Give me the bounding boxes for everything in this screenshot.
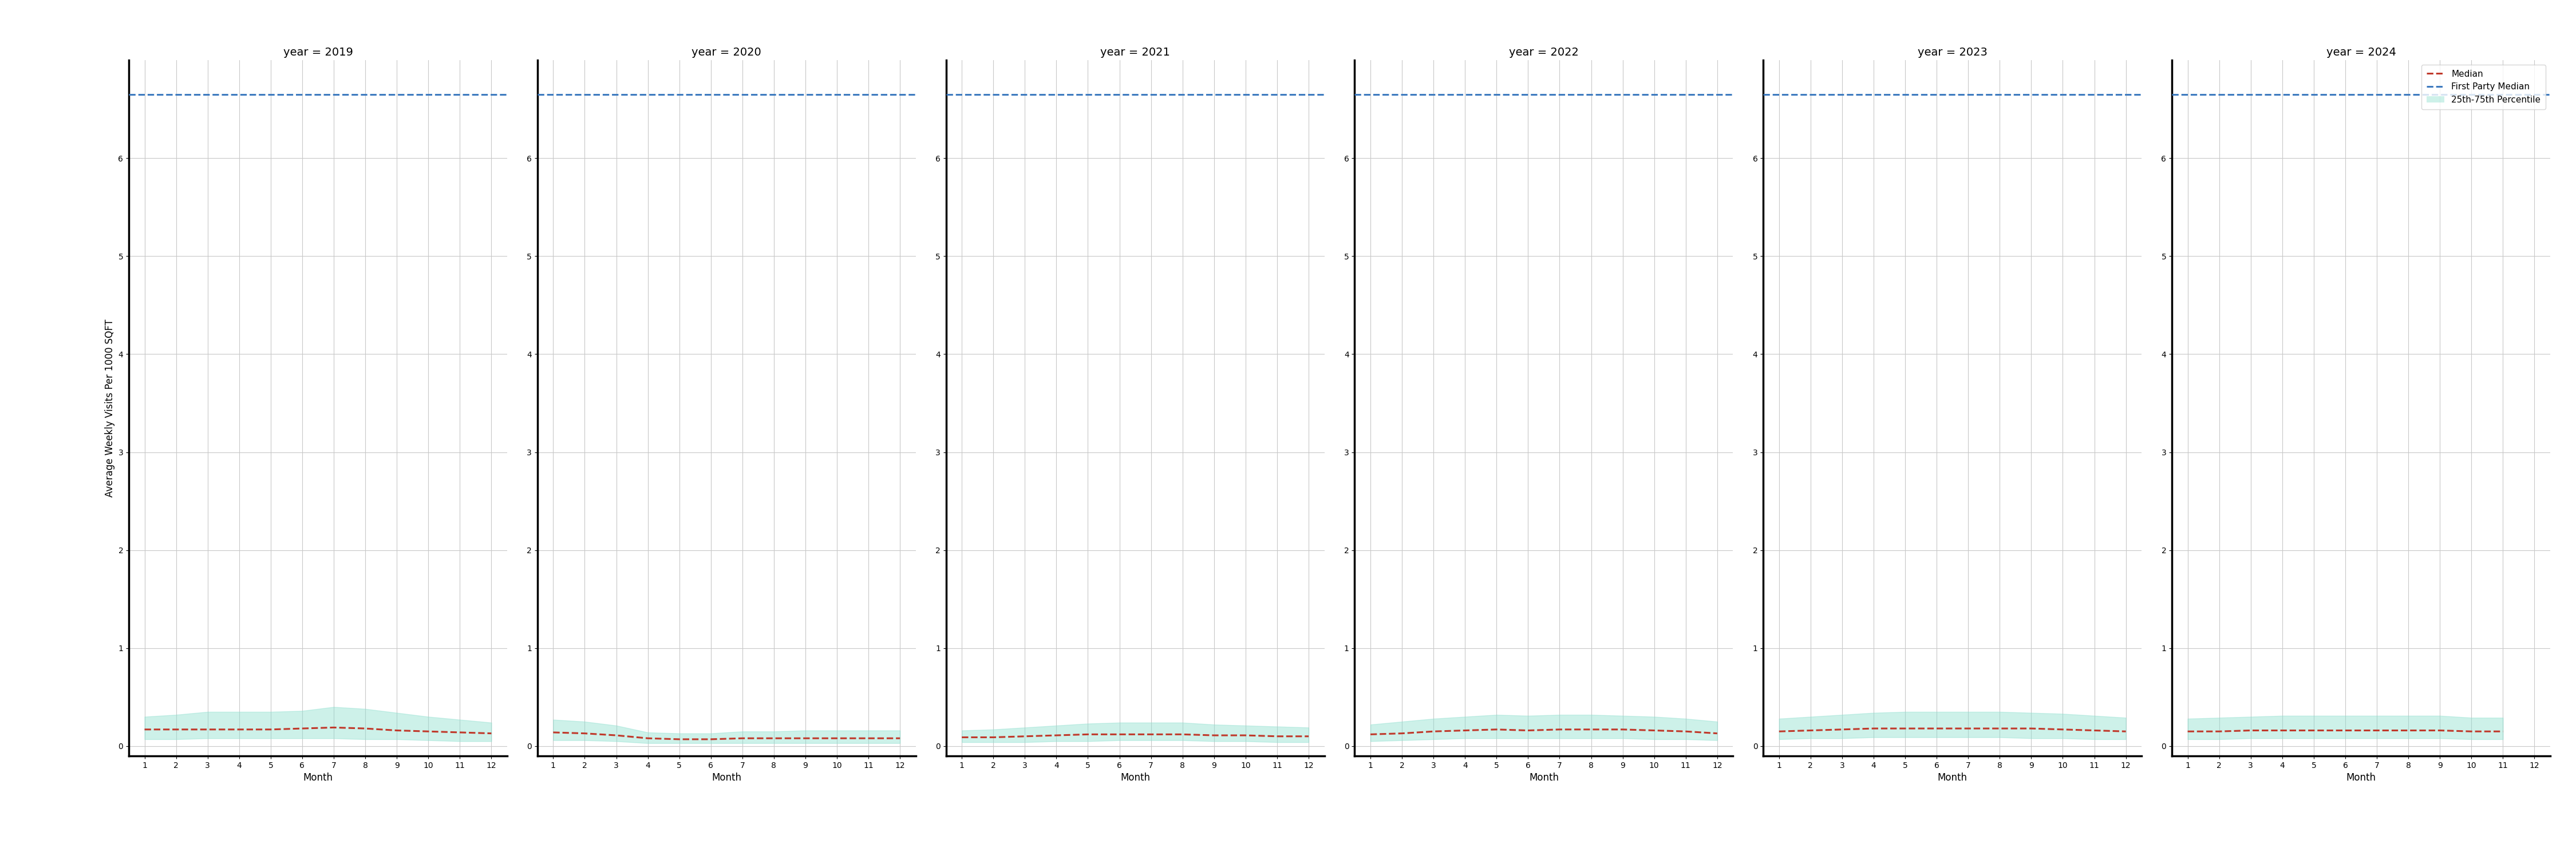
- X-axis label: Month: Month: [304, 773, 332, 783]
- Title: year = 2020: year = 2020: [693, 46, 762, 58]
- X-axis label: Month: Month: [1937, 773, 1968, 783]
- Legend: Median, First Party Median, 25th-75th Percentile: Median, First Party Median, 25th-75th Pe…: [2421, 64, 2545, 110]
- Title: year = 2021: year = 2021: [1100, 46, 1170, 58]
- Title: year = 2019: year = 2019: [283, 46, 353, 58]
- X-axis label: Month: Month: [1530, 773, 1558, 783]
- Y-axis label: Average Weekly Visits Per 1000 SQFT: Average Weekly Visits Per 1000 SQFT: [106, 319, 116, 497]
- Title: year = 2023: year = 2023: [1917, 46, 1986, 58]
- X-axis label: Month: Month: [2347, 773, 2375, 783]
- X-axis label: Month: Month: [711, 773, 742, 783]
- Title: year = 2024: year = 2024: [2326, 46, 2396, 58]
- Title: year = 2022: year = 2022: [1510, 46, 1579, 58]
- X-axis label: Month: Month: [1121, 773, 1149, 783]
